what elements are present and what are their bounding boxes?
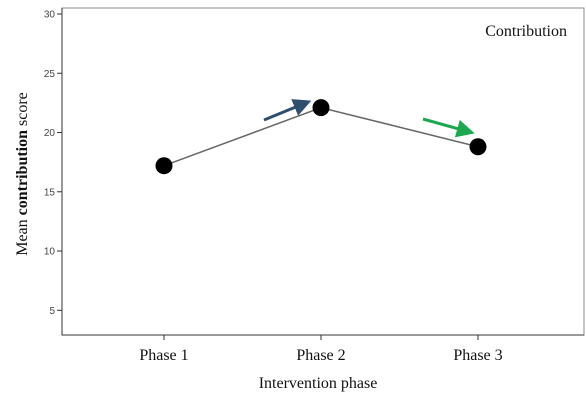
decrease-arrow xyxy=(422,117,475,138)
y-axis-title: Mean contribution score xyxy=(14,92,31,256)
increase-arrow xyxy=(263,99,312,122)
x-axis-title: Intervention phase xyxy=(259,375,378,392)
x-tick-label: Phase 2 xyxy=(296,347,345,364)
y-axis-title-prefix: Mean xyxy=(14,215,31,255)
data-point xyxy=(155,157,173,175)
y-tick-label: 25 xyxy=(44,69,56,80)
series-line xyxy=(163,106,479,167)
x-tick-label: Phase 3 xyxy=(453,347,502,364)
chart-annotation: Contribution xyxy=(485,23,567,40)
x-ticks: Phase 1 Phase 2 Phase 3 xyxy=(139,335,503,364)
data-point xyxy=(312,99,330,117)
y-tick-label: 30 xyxy=(44,10,56,21)
y-tick-label: 10 xyxy=(44,247,56,258)
y-tick-label: 15 xyxy=(44,187,56,198)
data-markers xyxy=(155,99,487,175)
x-tick-label: Phase 1 xyxy=(139,347,188,364)
data-point xyxy=(469,138,487,156)
y-ticks: 5 10 15 20 25 30 xyxy=(44,10,62,317)
plot-frame xyxy=(61,7,585,336)
y-tick-label: 5 xyxy=(49,306,55,317)
y-axis-title-bold: contribution xyxy=(14,130,31,215)
y-tick-label: 20 xyxy=(44,128,56,139)
y-axis-title-suffix: score xyxy=(14,92,31,130)
